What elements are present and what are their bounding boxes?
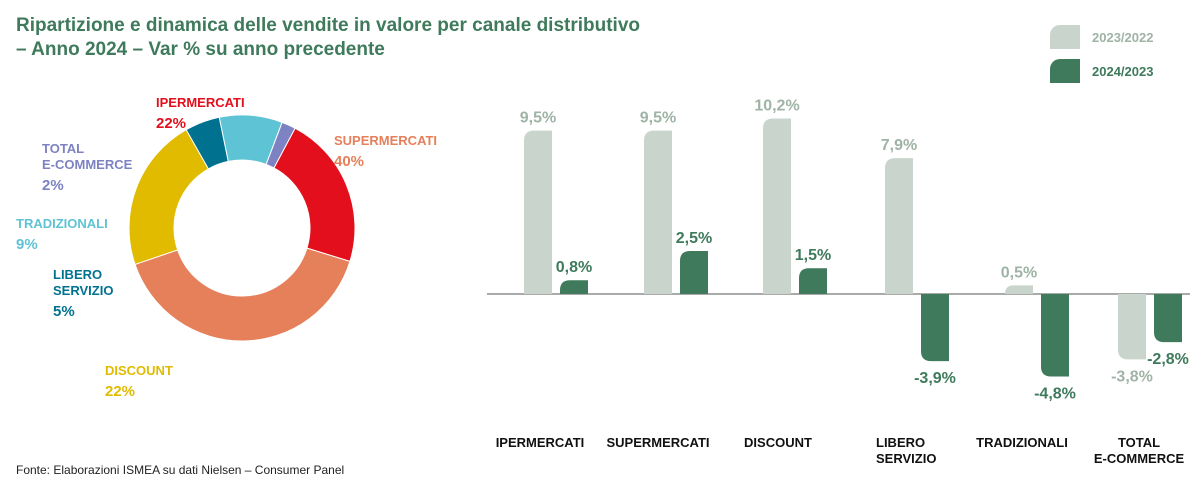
donut-value-tradizionali: 9% xyxy=(16,236,38,253)
bar-2023-2022-supermercati xyxy=(644,130,672,294)
title-line-2: – Anno 2024 – Var % su anno precedente xyxy=(16,39,385,60)
chart-title: Ripartizione e dinamica delle vendite in… xyxy=(16,14,716,62)
bar-chart: 9,5% 9,5% 10,2% 7,9% 0,5% -3,8% 0,8% 2,5% 1,5% -3… xyxy=(487,98,1190,466)
legend-label-2024: 2024/2023 xyxy=(1092,63,1154,79)
donut-value-discount: 22% xyxy=(105,383,135,400)
bar-2024-2023-tradizionali xyxy=(1041,294,1069,377)
bar-2024-2023-total-e-commerce xyxy=(1154,294,1182,343)
title-line-1: Ripartizione e dinamica delle vendite in… xyxy=(16,15,641,36)
bar-2024-2023-supermercati xyxy=(680,251,708,294)
category-label-supermercati: SUPERMERCATI xyxy=(606,435,709,450)
category-label-total-e-commerce: TOTAL E-COMMERCE xyxy=(1094,435,1185,466)
data-label-2023-2022-supermercati: 9,5% xyxy=(640,110,676,127)
data-label-2023-2022-discount: 10,2% xyxy=(754,98,799,115)
data-label-2023-2022-tradizionali: 0,5% xyxy=(1001,264,1037,281)
data-label-2023-2022-ipermercati: 9,5% xyxy=(520,110,556,127)
donut-slice-discount xyxy=(128,129,210,266)
data-label-2023-2022-total-e-commerce: -3,8% xyxy=(1111,368,1153,385)
donut-label-total-e-commerce: TOTAL E-COMMERCE xyxy=(42,141,133,172)
bar-2023-2022-ipermercati xyxy=(524,130,552,294)
legend: 2023/2022 2024/2023 xyxy=(1050,24,1153,92)
legend-item-2023: 2023/2022 xyxy=(1050,24,1153,50)
donut-slice-total-e-commerce xyxy=(265,121,296,169)
bar-2023-2022-discount xyxy=(763,118,791,294)
category-label-ipermercati: IPERMERCATI xyxy=(496,435,585,450)
bar-2024-2023-ipermercati xyxy=(560,280,588,294)
donut-label-tradizionali: TRADIZIONALI xyxy=(16,216,108,231)
donut-value-total-e-commerce: 2% xyxy=(42,177,64,194)
donut-slice-supermercati xyxy=(134,247,351,342)
donut-value-libero-servizio: 5% xyxy=(53,303,75,320)
category-label-libero-servizio: LIBERO SERVIZIO xyxy=(876,435,936,466)
donut-label-libero-servizio: LIBERO SERVIZIO xyxy=(53,267,113,298)
data-label-2024-2023-ipermercati: 0,8% xyxy=(556,259,592,276)
donut-value-supermercati: 40% xyxy=(334,153,364,170)
donut-label-discount: DISCOUNT xyxy=(105,363,173,378)
category-label-tradizionali: TRADIZIONALI xyxy=(976,435,1068,450)
bar-2024-2023-libero-servizio xyxy=(921,294,949,362)
source-note: Fonte: Elaborazioni ISMEA su dati Nielse… xyxy=(16,463,345,477)
legend-swatch-2024 xyxy=(1050,59,1080,83)
data-label-2024-2023-supermercati: 2,5% xyxy=(676,230,712,247)
data-label-2024-2023-tradizionali: -4,8% xyxy=(1034,386,1076,403)
category-label-discount: DISCOUNT xyxy=(744,435,812,450)
data-label-2024-2023-libero-servizio: -3,9% xyxy=(914,370,956,387)
donut-slice-ipermercati xyxy=(273,127,356,263)
bar-2023-2022-tradizionali xyxy=(1005,285,1033,294)
data-label-2024-2023-total-e-commerce: -2,8% xyxy=(1147,351,1189,368)
bar-2023-2022-total-e-commerce xyxy=(1118,294,1146,360)
donut-label-ipermercati: IPERMERCATI xyxy=(156,95,245,110)
donut-chart: IPERMERCATI 22% SUPERMERCATI 40% DISCOUNT 22%… xyxy=(16,95,437,400)
bar-2023-2022-libero-servizio xyxy=(885,158,913,294)
legend-swatch-2023 xyxy=(1050,25,1080,49)
legend-item-2024: 2024/2023 xyxy=(1050,58,1153,84)
legend-label-2023: 2023/2022 xyxy=(1092,29,1154,45)
data-label-2023-2022-libero-servizio: 7,9% xyxy=(881,137,917,154)
donut-value-ipermercati: 22% xyxy=(156,115,186,132)
data-label-2024-2023-discount: 1,5% xyxy=(795,247,831,264)
bar-2024-2023-discount xyxy=(799,268,827,294)
donut-label-supermercati: SUPERMERCATI xyxy=(334,133,437,148)
